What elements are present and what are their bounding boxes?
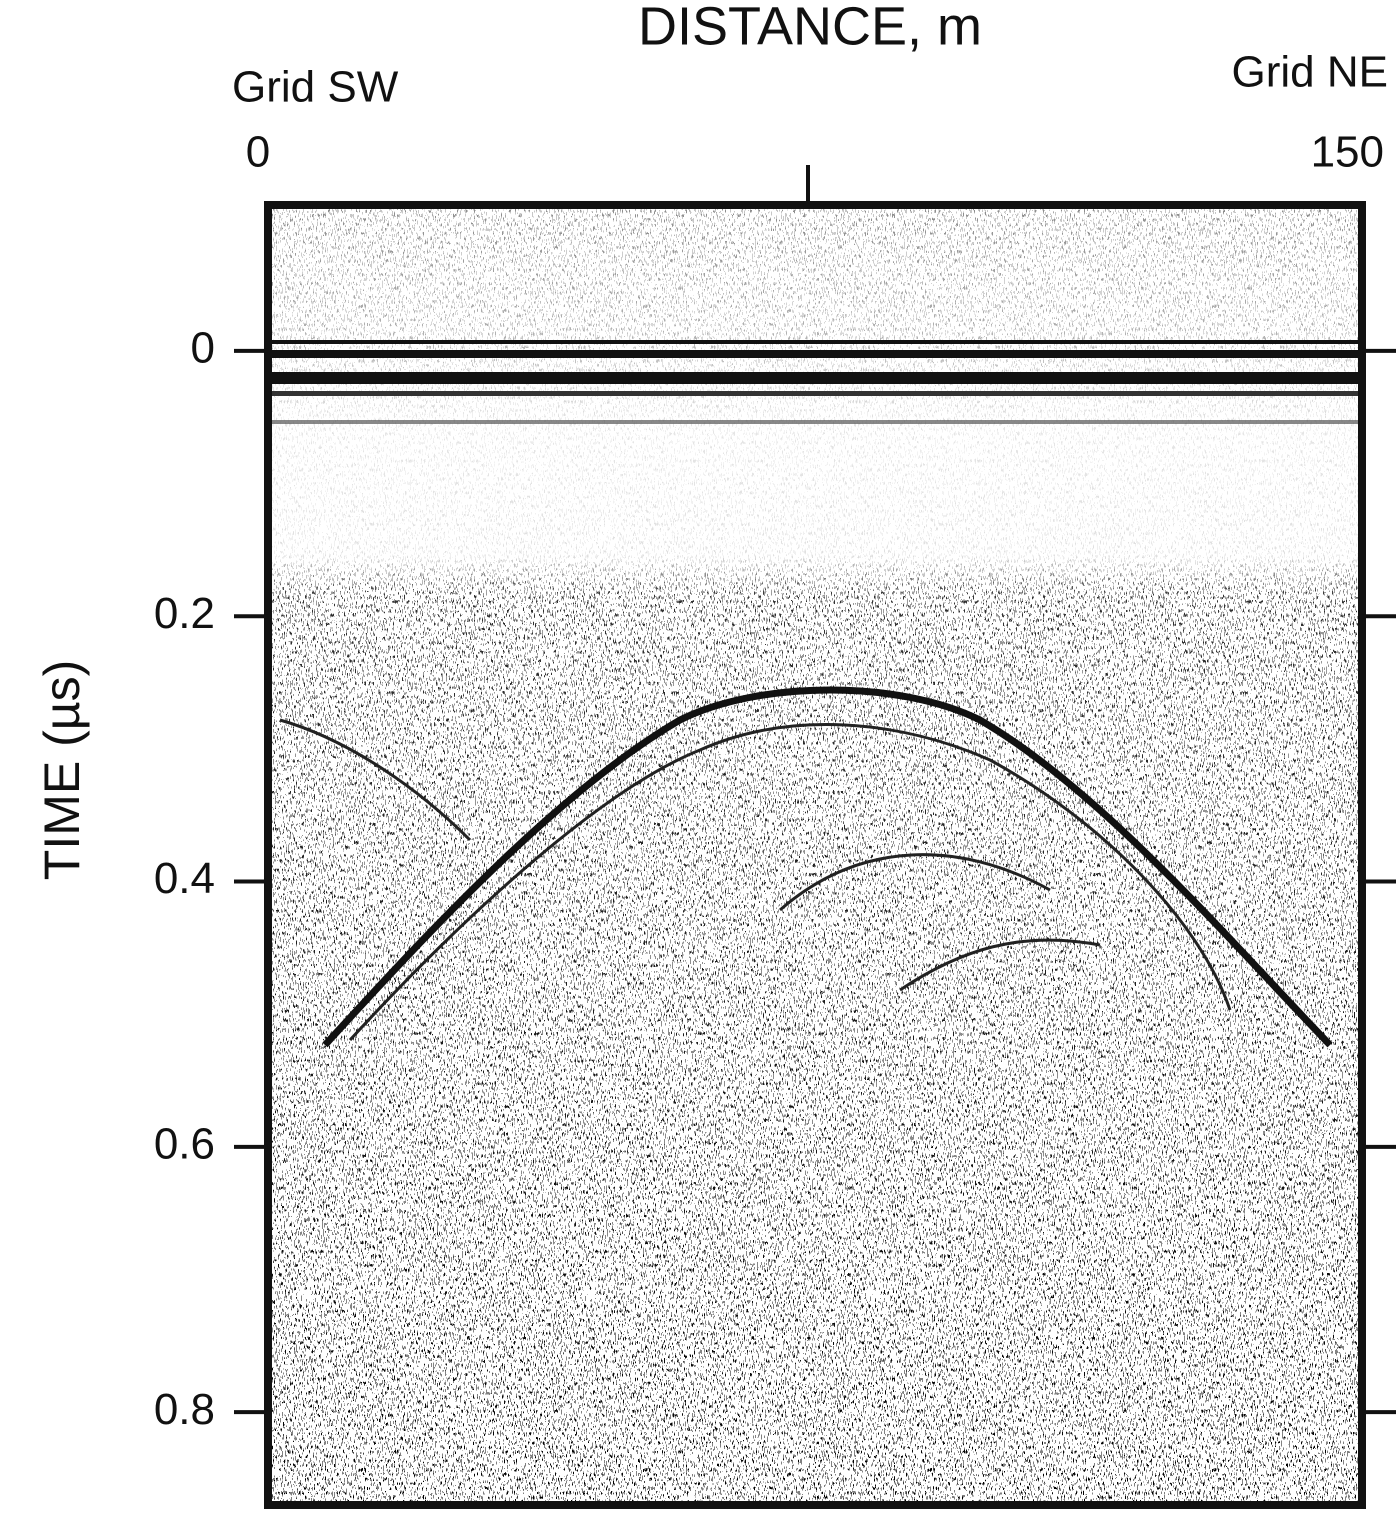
plot-frame (264, 201, 1366, 1509)
y-tick-label: 0 (191, 324, 215, 373)
y-tick-label: 0.2 (154, 589, 215, 638)
y-tick-label: 0.6 (154, 1119, 215, 1168)
left-label: Grid SW (232, 63, 399, 112)
radargram-image (268, 205, 1362, 1505)
y-tick-label: 0.4 (154, 854, 215, 903)
y-axis-label: TIME (µs) (34, 660, 90, 880)
x-tick-label: 150 (1311, 128, 1384, 177)
x-tick-label: 0 (246, 128, 270, 177)
chart-title: DISTANCE, m (638, 0, 982, 56)
right-label: Grid NE (1232, 48, 1388, 97)
y-tick-label: 0.8 (154, 1385, 215, 1434)
